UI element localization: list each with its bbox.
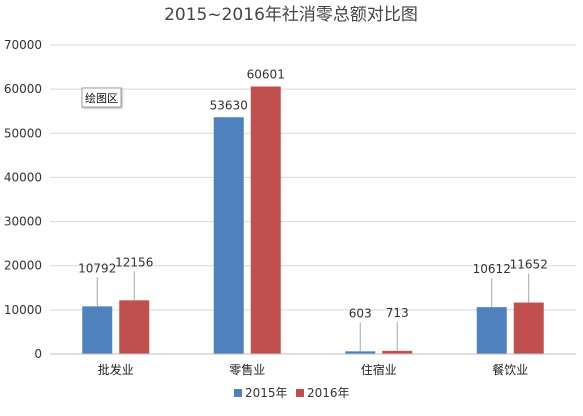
y-tick-label: 0	[34, 347, 42, 361]
y-tick-label: 10000	[4, 303, 42, 317]
bar	[213, 117, 244, 354]
bar	[250, 86, 281, 354]
legend-label: 2015年	[245, 386, 288, 400]
y-axis: 0 10000 20000 30000 40000 50000 60000 70000	[4, 38, 42, 361]
y-tick-label: 20000	[4, 259, 42, 273]
legend-label: 2016年	[307, 386, 350, 400]
leader-lines	[96, 271, 530, 352]
data-label: 60601	[247, 67, 285, 81]
data-label: 12156	[115, 255, 153, 269]
data-label: 713	[386, 306, 409, 320]
y-tick-label: 50000	[4, 126, 42, 140]
y-tick-label: 70000	[4, 38, 42, 52]
y-tick-label: 60000	[4, 82, 42, 96]
bar	[119, 300, 150, 354]
x-category-label: 批发业	[98, 362, 134, 377]
data-label: 10612	[473, 262, 511, 276]
y-tick-label: 30000	[4, 215, 42, 229]
legend-swatch	[234, 389, 242, 397]
bar	[82, 306, 113, 354]
y-tick-label: 40000	[4, 170, 42, 184]
plot-area-tag: 绘图区	[81, 87, 122, 108]
gridlines	[50, 44, 576, 311]
legend: 2015年 2016年	[234, 386, 350, 400]
data-label: 11652	[510, 258, 548, 272]
data-label: 603	[349, 306, 372, 320]
x-category-label: 零售业	[229, 362, 265, 377]
data-label: 10792	[78, 261, 116, 275]
bar	[476, 307, 507, 354]
chart-title: 2015~2016年社消零总额对比图	[164, 5, 418, 25]
x-category-label: 餐饮业	[492, 362, 528, 377]
bars	[82, 86, 544, 354]
bar	[382, 350, 413, 354]
plot-area-tag-box	[81, 87, 122, 108]
x-axis: 批发业 零售业 住宿业 餐饮业	[50, 353, 576, 377]
plot-area-tag-text: 绘图区	[85, 91, 118, 105]
data-label: 53630	[210, 98, 248, 112]
x-category-label: 住宿业	[361, 362, 397, 377]
legend-swatch	[296, 389, 304, 397]
bar	[345, 351, 376, 354]
bar	[513, 302, 544, 354]
